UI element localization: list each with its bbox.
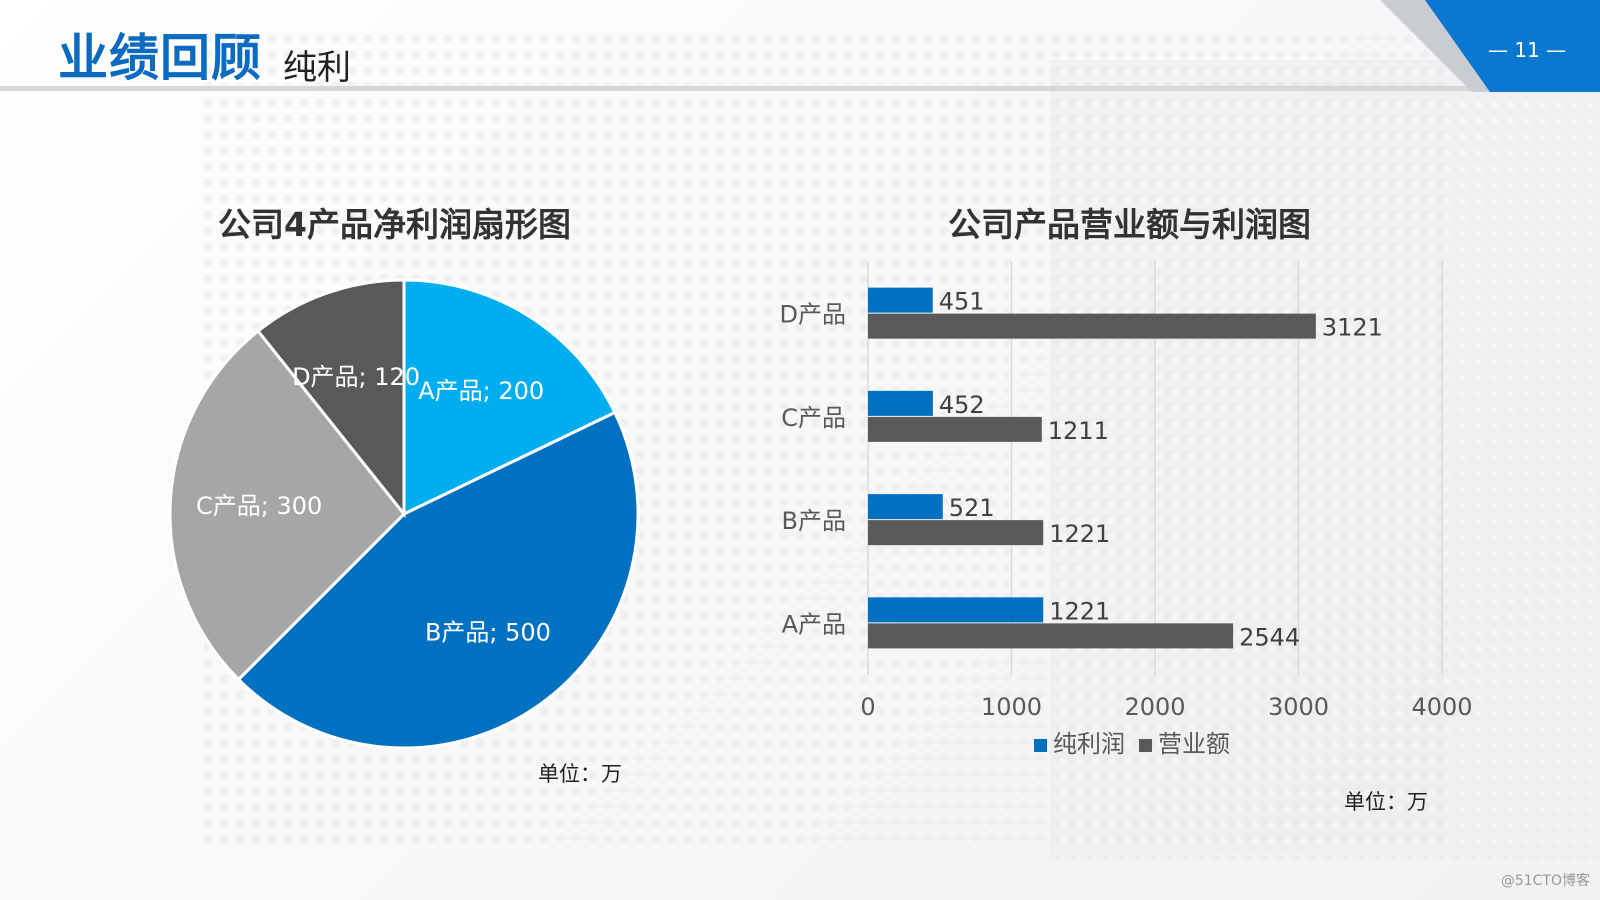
y-category-label: D产品	[780, 301, 846, 329]
bar-营业额	[868, 623, 1234, 649]
bar-纯利润	[868, 287, 933, 313]
pie-data-label: A产品; 200	[418, 377, 544, 405]
bar-chart-title: 公司产品营业额与利润图	[948, 205, 1311, 244]
legend-swatch	[1034, 739, 1047, 752]
legend-label: 纯利润	[1053, 730, 1125, 758]
slide-title: 业绩回顾	[58, 29, 262, 87]
bar-营业额	[868, 520, 1044, 546]
x-tick-label: 4000	[1411, 693, 1472, 721]
y-category-label: B产品	[782, 507, 846, 535]
x-tick-label: 3000	[1268, 693, 1329, 721]
bar-value-label: 1221	[1049, 520, 1110, 548]
slide-subtitle: 纯利	[283, 48, 351, 88]
page-number: — 11 —	[1488, 38, 1567, 62]
corner-blue-band	[1425, 0, 1600, 92]
background-map-pattern	[1050, 60, 1600, 860]
y-category-label: C产品	[781, 404, 846, 432]
pie-data-label: D产品; 120	[292, 363, 420, 391]
bar-value-label: 1221	[1049, 597, 1110, 625]
pie-slice-B产品	[236, 410, 640, 750]
bar-value-label: 451	[939, 288, 985, 316]
title-divider	[0, 86, 1470, 91]
pie-data-label: C产品; 300	[196, 492, 322, 520]
slide-header: 业绩回顾 纯利 — 11 —	[0, 0, 1600, 92]
bar-value-label: 452	[939, 391, 985, 419]
bar-unit-note: 单位：万	[1344, 790, 1428, 814]
background-dot-pattern	[200, 30, 1450, 850]
bar-营业额	[868, 313, 1316, 339]
bar-value-label: 3121	[1322, 314, 1383, 342]
y-category-label: A产品	[782, 610, 846, 638]
bar-营业额	[868, 416, 1042, 442]
corner-decoration	[1380, 0, 1600, 92]
pie-slice-A产品	[402, 278, 617, 517]
bar-纯利润	[868, 390, 933, 416]
pie-data-label: B产品; 500	[425, 618, 551, 646]
watermark: @51CTO博客	[1500, 873, 1590, 889]
pie-slice-D产品	[255, 278, 406, 519]
pie-slice-C产品	[168, 328, 407, 682]
legend-label: 营业额	[1158, 730, 1230, 758]
bar-value-label: 521	[949, 494, 995, 522]
legend-swatch	[1139, 739, 1152, 752]
bar-纯利润	[868, 597, 1044, 623]
x-tick-label: 0	[860, 693, 875, 721]
x-tick-label: 2000	[1124, 693, 1185, 721]
bar-value-label: 2544	[1239, 623, 1300, 651]
bar-纯利润	[868, 494, 943, 520]
bar-value-label: 1211	[1048, 417, 1109, 445]
x-tick-label: 1000	[981, 693, 1042, 721]
pie-chart-title: 公司4产品净利润扇形图	[218, 205, 571, 244]
pie-unit-note: 单位：万	[538, 762, 622, 786]
